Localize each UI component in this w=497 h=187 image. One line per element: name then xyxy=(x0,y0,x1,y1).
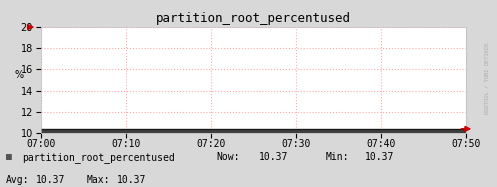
Y-axis label: %: % xyxy=(15,70,24,80)
Text: 10.37: 10.37 xyxy=(36,175,65,185)
Text: Avg:: Avg: xyxy=(6,175,29,185)
Text: RRDTOOL / TOBI OETIKER: RRDTOOL / TOBI OETIKER xyxy=(485,43,490,114)
Text: Min:: Min: xyxy=(326,152,349,162)
Text: 10.37: 10.37 xyxy=(258,152,288,162)
Text: Max:: Max: xyxy=(87,175,110,185)
Text: Now:: Now: xyxy=(216,152,240,162)
Text: partition_root_percentused: partition_root_percentused xyxy=(22,152,175,163)
Title: partition_root_percentused: partition_root_percentused xyxy=(156,12,351,24)
Text: 10.37: 10.37 xyxy=(365,152,395,162)
Text: ■: ■ xyxy=(6,152,12,162)
Text: 10.37: 10.37 xyxy=(117,175,146,185)
